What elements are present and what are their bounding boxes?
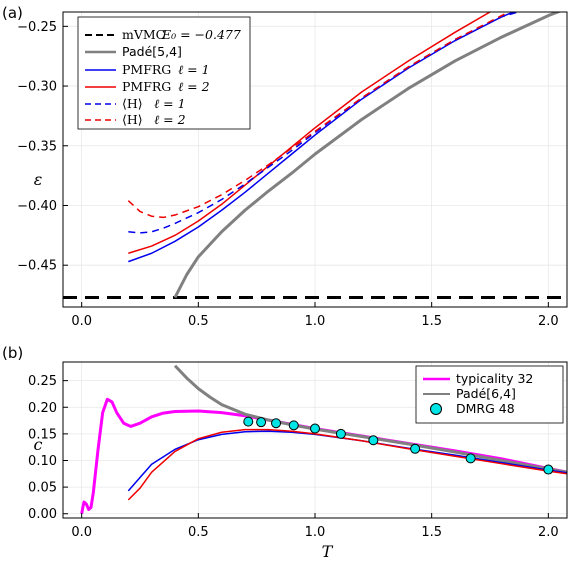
legend-label-mvmc: mVMC	[122, 27, 165, 42]
x-tick-label: 1.5	[421, 525, 442, 540]
legend-entry-mvmc: mVMC E₀ = −0.477	[85, 27, 241, 42]
y-tick-label: −0.35	[17, 139, 57, 154]
panel-b-x-axis-title: T	[322, 542, 334, 561]
y-tick-label: 0.15	[28, 427, 57, 442]
y-tick-label: 0.00	[28, 507, 57, 522]
panel-label-a: (a)	[2, 4, 23, 22]
series-line-h-1	[128, 12, 519, 234]
y-tick-label: −0.40	[17, 199, 57, 214]
dmrg-point	[368, 435, 379, 446]
dmrg-point	[410, 443, 421, 454]
series-line-pmfrg-2	[127, 428, 567, 501]
panel-a-legend-box	[77, 16, 251, 130]
x-tick-label: 2.0	[538, 314, 559, 329]
y-tick-label: 0.25	[28, 374, 57, 389]
dmrg-point	[465, 453, 476, 464]
x-tick-label: 0.0	[71, 314, 92, 329]
legend-label-typicality: typicality 32	[456, 371, 533, 386]
x-tick-label: 1.0	[305, 525, 326, 540]
dmrg-point	[310, 423, 320, 434]
legend-label-h1: ⟨H⟩	[122, 96, 143, 111]
x-tick-label: 0.5	[188, 314, 209, 329]
legend-entry-pmfrg1: PMFRG ℓ = 1	[85, 62, 210, 77]
panel-b-plot: 0.0 0.5 1.0 1.5 2.00.000.050.100.150.200.25 …	[28, 361, 568, 540]
dmrg-point	[243, 416, 254, 427]
legend-label-dmrg: DMRG 48	[456, 401, 515, 416]
legend-entry-typicality: typicality 32	[423, 371, 533, 386]
series-line-h-2	[127, 12, 510, 219]
series-line-pmfrg-1	[127, 430, 567, 492]
legend-value-h1: ℓ = 1	[154, 96, 186, 111]
dmrg-point	[288, 420, 299, 431]
panel-a-series	[63, 12, 567, 299]
legend-label-pade54: Padé[5,4]	[122, 44, 182, 59]
dmrg-point	[271, 418, 282, 429]
panel-a-legend: mVMC E₀ = −0.477 Padé[5,4] PMFRG ℓ = 1 P…	[77, 16, 251, 130]
legend-value-h2: ℓ = 2	[154, 112, 186, 127]
panel-a-ticks: 0.0 0.5 1.0 1.5 2.0 −0.45 −0.40 −0.35 −0.30 −0.25	[17, 20, 559, 329]
panel-b-ticks: 0.0 0.5 1.0 1.5 2.0 0.00 0.05 0.10 0.15 0.20 0.25	[28, 374, 559, 540]
panel-a-plot: 0.0 0.5 1.0 1.5 2.0 −0.45 −0.40 −0.35 −0.30 −0.25…	[17, 11, 568, 329]
panel-b-series	[80, 364, 567, 515]
series-dmrg-48	[243, 416, 554, 475]
dmrg-point	[256, 417, 267, 428]
legend-entry-pade54: Padé[5,4]	[85, 44, 182, 59]
dmrg-point	[543, 464, 554, 475]
legend-value-pmfrg2: ℓ = 2	[178, 79, 210, 94]
panel-b-legend: typicality 32 Padé[6,4] DMRG 48	[415, 365, 564, 424]
legend-value-mvmc: E₀ = −0.477	[161, 27, 241, 42]
legend-label-pmfrg2: PMFRG	[122, 79, 171, 94]
legend-label-h2: ⟨H⟩	[122, 112, 143, 127]
y-tick-label: −0.25	[17, 20, 57, 35]
y-tick-label: 0.10	[28, 454, 57, 469]
x-tick-label: 0.0	[71, 525, 92, 540]
x-tick-label: 0.5	[188, 525, 209, 540]
panel-b-y-axis-title: c	[34, 435, 43, 454]
y-tick-label: 0.05	[28, 481, 57, 496]
legend-entry-dmrg: DMRG 48	[430, 401, 515, 416]
legend-label-pmfrg1: PMFRG	[122, 62, 171, 77]
dmrg-point	[335, 428, 346, 439]
legend-label-pade64: Padé[6,4]	[456, 386, 516, 401]
panel-a-y-axis-title: ε	[34, 170, 43, 189]
legend-value-pmfrg1: ℓ = 1	[178, 62, 210, 77]
legend-swatch-dmrg	[430, 403, 442, 415]
y-tick-label: 0.20	[28, 401, 57, 416]
series-line-pad-5-4	[173, 12, 562, 299]
x-tick-label: 1.5	[421, 314, 442, 329]
series-line-pmfrg-1	[128, 12, 514, 263]
y-tick-label: −0.30	[17, 80, 57, 95]
series-line-pmfrg-2	[128, 12, 491, 254]
legend-entry-pmfrg2: PMFRG ℓ = 2	[85, 79, 210, 94]
x-tick-label: 1.0	[305, 314, 326, 329]
x-tick-label: 2.0	[538, 525, 559, 540]
legend-entry-h2: ⟨H⟩ ℓ = 2	[85, 112, 186, 127]
y-tick-label: −0.45	[17, 259, 57, 274]
panel-label-b: (b)	[2, 344, 23, 362]
legend-entry-pade64: Padé[6,4]	[423, 386, 516, 401]
legend-entry-h1: ⟨H⟩ ℓ = 1	[85, 96, 186, 111]
